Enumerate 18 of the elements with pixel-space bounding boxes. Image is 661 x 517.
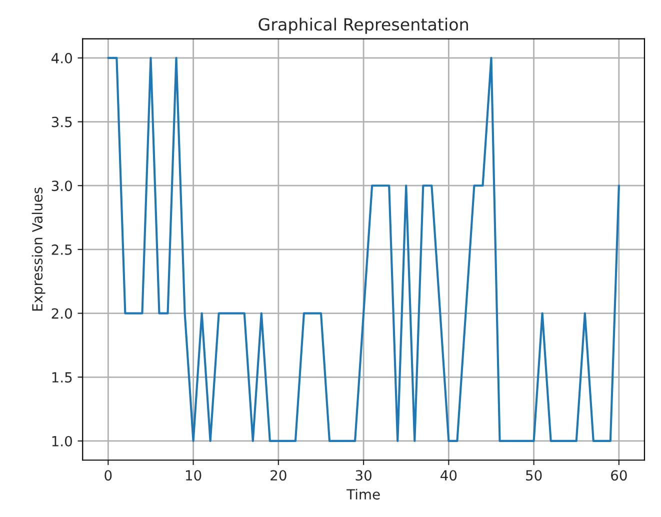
- x-tick-label: 60: [611, 470, 627, 481]
- y-tick-label: 2.0: [52, 308, 72, 319]
- x-tick-label: 20: [270, 470, 286, 481]
- y-tick-label: 3.0: [52, 180, 72, 192]
- y-tick-label: 2.5: [52, 244, 72, 255]
- x-tick-label: 50: [526, 470, 542, 481]
- line-series: [107, 56, 620, 442]
- x-tick-label: 30: [356, 470, 372, 481]
- y-axis-title: Expression Values: [32, 188, 46, 311]
- y-tick-label: 1.0: [52, 436, 72, 446]
- chart-title: Graphical Representation: [258, 18, 468, 34]
- y-tick-label: 1.5: [52, 372, 72, 383]
- y-tick-label: 3.5: [52, 116, 72, 128]
- x-tick-label: 10: [186, 470, 202, 481]
- x-tick-label: 0: [104, 470, 112, 481]
- x-axis-title: Time: [346, 488, 380, 500]
- x-tick-label: 40: [440, 470, 457, 481]
- y-tick-label: 4.0: [51, 52, 72, 64]
